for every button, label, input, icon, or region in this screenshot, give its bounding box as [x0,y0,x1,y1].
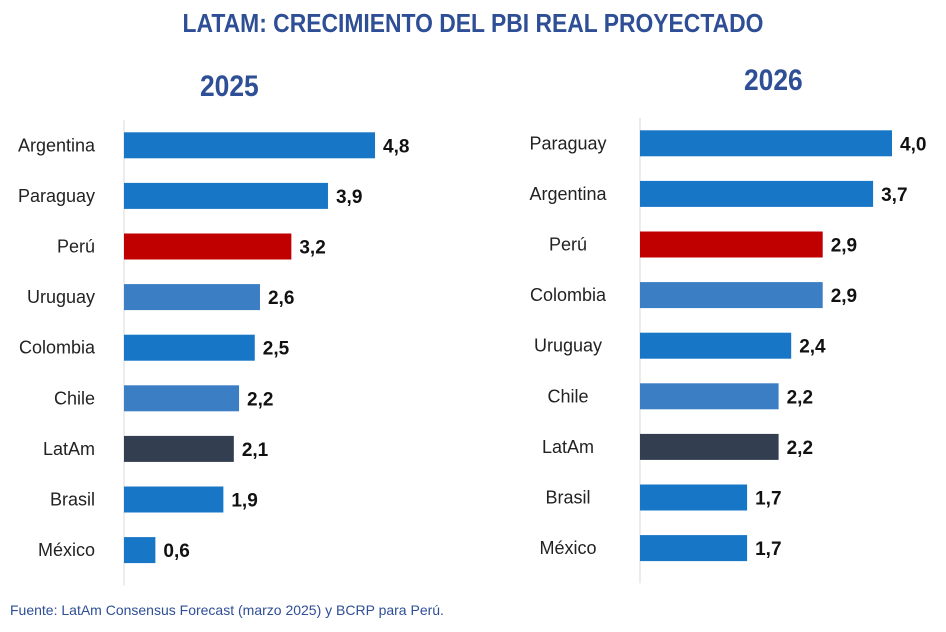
bar [124,385,240,412]
category-label: LatAm [542,437,594,457]
data-label: 1,9 [231,491,257,512]
data-label: 1,7 [755,539,781,560]
category-label: Colombia [19,338,96,358]
bar [640,433,779,460]
data-label: 2,4 [799,337,826,358]
bar [124,182,328,209]
bar [124,132,376,159]
category-label: Uruguay [27,287,95,307]
chart-title: LATAM: CRECIMIENTO DEL PBI REAL PROYECTA… [182,8,764,38]
bar [124,334,255,361]
category-label: Brasil [545,488,590,508]
data-label: 2,2 [787,387,813,408]
data-label: 2,2 [787,438,813,459]
bar [124,435,234,462]
bar [640,180,874,207]
data-label: 4,0 [900,134,926,155]
bar-chart-2026: Paraguay 4,0 Argentina 3,7 Perú 2,9 Colombia 2,… [529,118,926,584]
category-label: Brasil [50,490,95,510]
data-label: 1,7 [755,489,781,510]
bar [640,535,748,562]
bar [640,383,779,410]
data-label: 2,5 [263,339,290,360]
data-label: 4,8 [383,136,409,157]
data-label: 2,6 [268,288,294,309]
data-label: 3,9 [336,187,362,208]
bar [640,282,823,309]
category-label: Chile [547,386,588,406]
source-note: Fuente: LatAm Consensus Forecast (marzo … [10,602,444,618]
bar [124,233,292,260]
bar [640,484,748,511]
bar-chart-2025: Argentina 4,8 Paraguay 3,9 Perú 3,2 Uruguay 2,6… [18,120,409,586]
category-label: México [38,540,95,560]
category-label: Paraguay [529,133,606,153]
category-label: LatAm [43,439,95,459]
chart-2025-title: 2025 [200,70,259,103]
category-label: Perú [57,237,95,257]
bar [640,231,823,258]
data-label: 2,1 [242,440,269,461]
chart-2026-title: 2026 [744,64,803,97]
category-label: Paraguay [18,186,95,206]
bar [124,486,224,513]
category-label: México [539,538,596,558]
category-label: Chile [54,388,95,408]
category-label: Colombia [530,285,607,305]
category-label: Perú [549,235,587,255]
category-label: Uruguay [534,336,602,356]
data-label: 3,2 [299,238,325,259]
bar [640,332,792,359]
category-label: Argentina [18,135,96,155]
bar [124,284,260,311]
data-label: 2,9 [831,236,857,257]
data-label: 2,2 [247,389,273,410]
data-label: 3,7 [881,185,907,206]
category-label: Argentina [529,184,607,204]
data-label: 2,9 [831,286,857,307]
bar [124,537,156,564]
data-label: 0,6 [163,541,189,562]
bar [640,130,892,157]
